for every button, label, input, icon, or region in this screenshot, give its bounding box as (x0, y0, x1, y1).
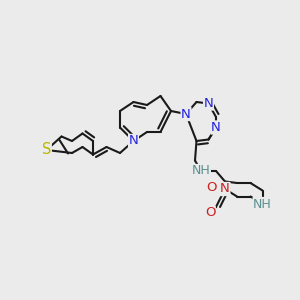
Text: N: N (204, 97, 213, 110)
Text: NH: NH (253, 197, 272, 211)
Text: O: O (205, 206, 215, 220)
Text: N: N (211, 121, 221, 134)
Text: NH: NH (192, 164, 210, 178)
Text: O: O (206, 181, 217, 194)
Text: N: N (220, 182, 230, 196)
Text: N: N (129, 134, 138, 148)
Text: S: S (42, 142, 51, 158)
Text: N: N (181, 107, 191, 121)
